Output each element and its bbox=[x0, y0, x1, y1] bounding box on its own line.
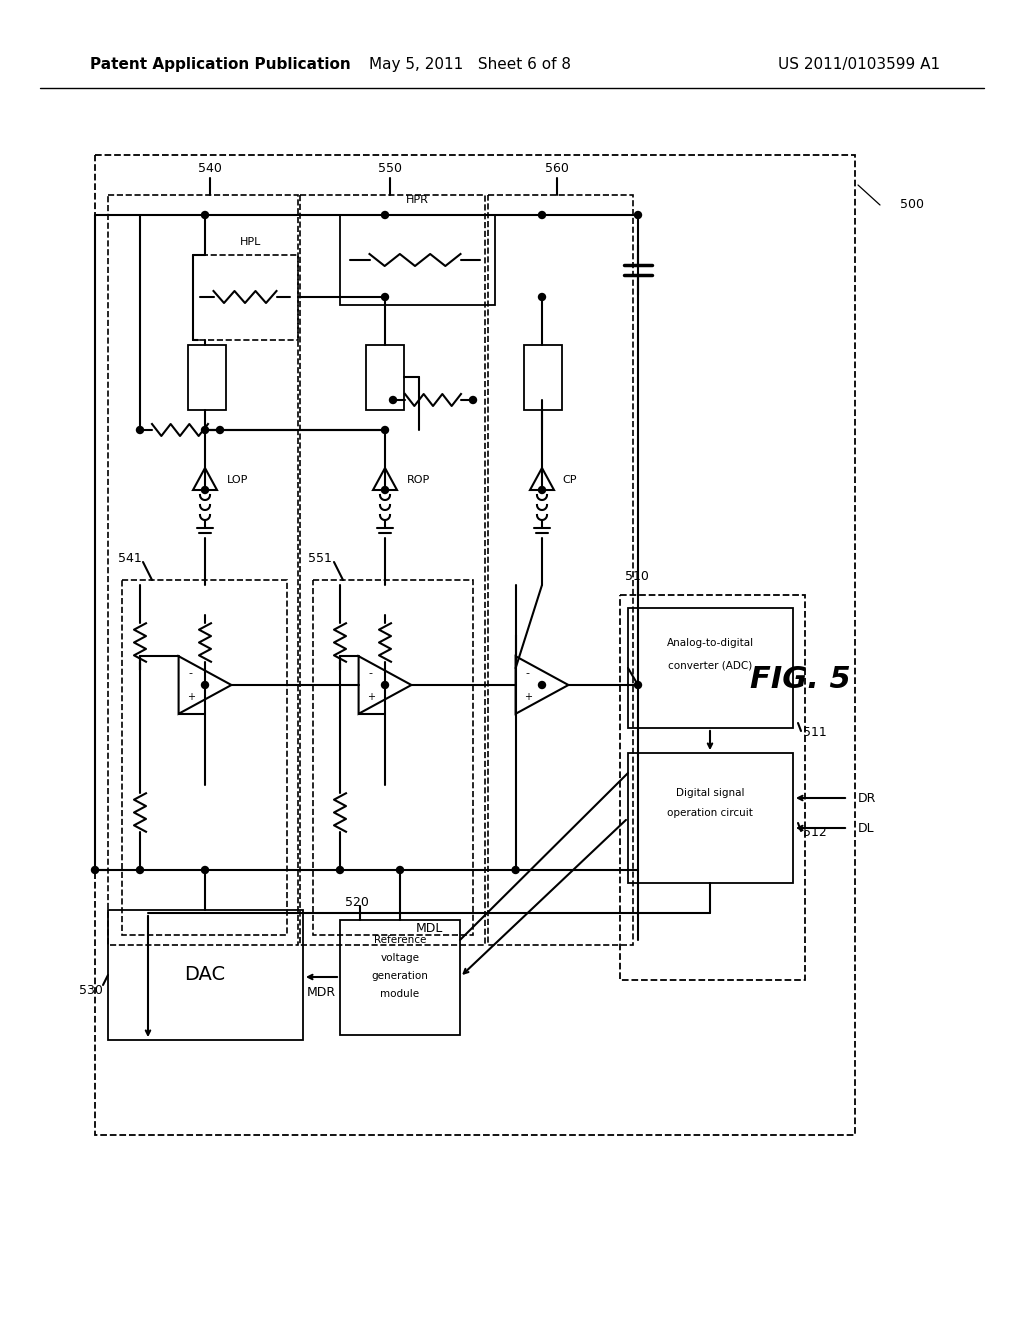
Text: 510: 510 bbox=[625, 570, 649, 583]
Circle shape bbox=[382, 681, 388, 689]
Circle shape bbox=[202, 487, 209, 494]
Circle shape bbox=[635, 681, 641, 689]
Circle shape bbox=[202, 866, 209, 874]
Text: May 5, 2011   Sheet 6 of 8: May 5, 2011 Sheet 6 of 8 bbox=[369, 58, 571, 73]
Bar bbox=[628, 609, 793, 729]
Bar bbox=[340, 215, 495, 305]
Text: -: - bbox=[369, 668, 373, 678]
Circle shape bbox=[202, 681, 209, 689]
Text: +: + bbox=[186, 692, 195, 702]
Circle shape bbox=[382, 487, 388, 494]
Text: MDR: MDR bbox=[306, 986, 336, 998]
Circle shape bbox=[396, 866, 403, 874]
Text: -: - bbox=[188, 668, 193, 678]
Circle shape bbox=[539, 211, 546, 219]
Circle shape bbox=[382, 293, 388, 301]
Circle shape bbox=[539, 681, 546, 689]
Bar bbox=[488, 195, 633, 945]
Text: 520: 520 bbox=[345, 895, 369, 908]
Text: HPL: HPL bbox=[240, 238, 261, 247]
Text: 560: 560 bbox=[545, 161, 569, 174]
Text: -: - bbox=[525, 668, 529, 678]
Text: LOP: LOP bbox=[227, 475, 249, 484]
Text: +: + bbox=[367, 692, 375, 702]
Circle shape bbox=[539, 487, 546, 494]
Text: +: + bbox=[523, 692, 531, 702]
Text: voltage: voltage bbox=[381, 953, 420, 964]
Text: MDL: MDL bbox=[416, 921, 442, 935]
Text: ROP: ROP bbox=[407, 475, 430, 484]
Bar bbox=[95, 154, 855, 1135]
Text: 540: 540 bbox=[198, 161, 222, 174]
Text: DR: DR bbox=[858, 792, 877, 804]
Circle shape bbox=[389, 396, 396, 404]
Text: converter (ADC): converter (ADC) bbox=[668, 661, 752, 671]
Bar bbox=[122, 579, 287, 935]
Bar bbox=[108, 909, 303, 1040]
Circle shape bbox=[91, 866, 98, 874]
Circle shape bbox=[216, 426, 223, 433]
Text: Patent Application Publication: Patent Application Publication bbox=[90, 58, 351, 73]
Text: Analog-to-digital: Analog-to-digital bbox=[667, 638, 754, 648]
Circle shape bbox=[512, 866, 519, 874]
Bar bbox=[524, 345, 562, 411]
Text: 541: 541 bbox=[118, 552, 142, 565]
Bar bbox=[188, 345, 226, 411]
Text: 511: 511 bbox=[803, 726, 826, 739]
Bar bbox=[628, 752, 793, 883]
Text: module: module bbox=[381, 989, 420, 999]
Text: 500: 500 bbox=[900, 198, 924, 211]
Circle shape bbox=[469, 396, 476, 404]
Text: DL: DL bbox=[858, 821, 874, 834]
Circle shape bbox=[539, 293, 546, 301]
Text: 551: 551 bbox=[308, 552, 332, 565]
Text: FIG. 5: FIG. 5 bbox=[750, 665, 850, 694]
Circle shape bbox=[382, 211, 388, 219]
Text: generation: generation bbox=[372, 972, 428, 981]
Bar bbox=[193, 255, 298, 341]
Text: US 2011/0103599 A1: US 2011/0103599 A1 bbox=[778, 58, 940, 73]
Bar bbox=[108, 195, 298, 945]
Text: operation circuit: operation circuit bbox=[667, 808, 753, 818]
Text: 530: 530 bbox=[79, 983, 103, 997]
Bar bbox=[620, 595, 805, 979]
Bar bbox=[313, 579, 473, 935]
Circle shape bbox=[635, 211, 641, 219]
Circle shape bbox=[136, 426, 143, 433]
Text: HPR: HPR bbox=[406, 195, 428, 205]
Circle shape bbox=[382, 426, 388, 433]
Circle shape bbox=[337, 866, 343, 874]
Text: Reference: Reference bbox=[374, 935, 426, 945]
Circle shape bbox=[202, 211, 209, 219]
Text: 550: 550 bbox=[378, 161, 402, 174]
Bar bbox=[366, 345, 404, 411]
Text: CP: CP bbox=[562, 475, 577, 484]
Text: 512: 512 bbox=[803, 826, 826, 840]
Bar bbox=[300, 195, 485, 945]
Text: Digital signal: Digital signal bbox=[676, 788, 744, 799]
Circle shape bbox=[202, 426, 209, 433]
Text: DAC: DAC bbox=[184, 965, 225, 985]
Bar bbox=[340, 920, 460, 1035]
Circle shape bbox=[136, 866, 143, 874]
